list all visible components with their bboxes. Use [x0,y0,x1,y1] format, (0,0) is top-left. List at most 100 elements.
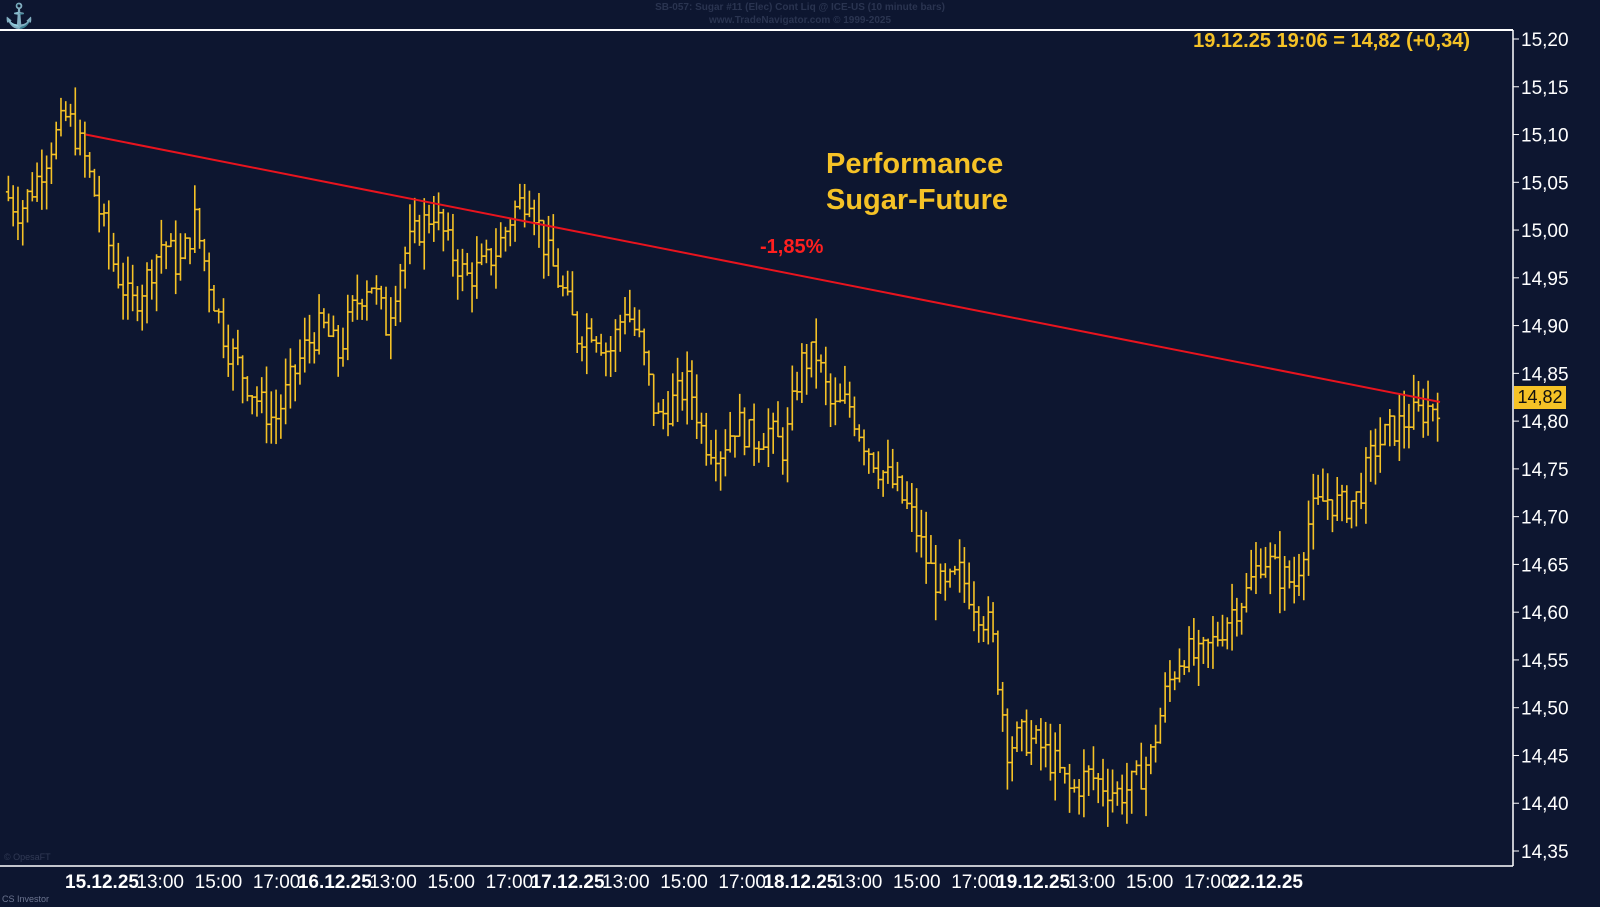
price-bar [780,427,786,475]
price-bar [1143,756,1149,817]
price-bar [770,412,776,454]
price-bar [220,298,226,359]
price-bar [813,318,819,389]
y-tick-label: 14,80 [1521,412,1569,433]
price-bar [550,214,556,267]
price-bar [627,289,633,323]
price-bar [765,408,771,468]
price-bar [1076,779,1082,815]
price-bar [20,200,26,246]
watermark: © OpesaFT [4,852,51,862]
price-bar [636,309,642,338]
price-bar [675,357,681,422]
last-quote-label: 19.12.25 19:06 = 14,82 (+0,34) [1193,30,1470,52]
price-bar [197,207,203,249]
price-bar [789,365,795,431]
price-bar [1420,388,1426,438]
price-bar [1334,476,1340,521]
price-bar [1401,390,1407,449]
price-bar [804,343,810,395]
x-tick-label: 15:00 [660,872,708,893]
price-bar [1133,760,1139,776]
price-bar [971,581,977,632]
price-bar [579,336,585,362]
x-tick-label: 15:00 [893,872,941,893]
price-bar [794,371,800,401]
price-bar [87,152,93,178]
price-bar [1014,721,1020,753]
price-bar [1186,626,1192,673]
price-bar [264,366,270,444]
price-bar [1406,403,1412,449]
price-bar [244,376,250,402]
y-tick-label: 15,05 [1521,173,1569,194]
price-bar [192,185,198,253]
price-bar [254,386,260,417]
price-bar [942,563,948,601]
price-bar [1243,573,1249,613]
y-tick-label: 14,35 [1521,842,1569,863]
price-bar [388,297,394,360]
price-bar [593,336,599,353]
price-bar [933,545,939,621]
price-bar [871,452,877,473]
y-tick-label: 14,70 [1521,508,1569,529]
trendline [85,133,1441,403]
price-bar [225,324,231,377]
price-bar [1215,621,1221,647]
price-bar [742,407,748,456]
price-bar [426,204,432,234]
price-bar [727,411,733,453]
price-bar [393,285,399,326]
price-bar [1009,736,1015,782]
price-bar [1181,660,1187,675]
price-bar [598,333,604,356]
price-bar [259,377,265,414]
x-tick-label: 17:00 [718,872,766,893]
price-bar [1024,709,1030,756]
y-tick-label: 15,00 [1521,221,1569,242]
price-bar [25,189,31,223]
price-bar [1196,629,1202,686]
price-bar [694,374,700,440]
price-bar [91,168,97,197]
y-axis: 15,20 15,15 15,10 15,05 15,00 14,95 14,90 14,85… [1513,30,1569,863]
price-bar [488,248,494,276]
price-bar [1368,430,1374,482]
price-bar [407,204,413,265]
price-bar [522,183,528,228]
price-bar [498,222,504,258]
y-tick-label: 15,15 [1521,78,1569,99]
price-bar [713,429,719,482]
x-tick-label: 13:00 [1068,872,1116,893]
price-bar [479,243,485,266]
price-bar [904,481,910,510]
price-bar [1100,758,1106,807]
price-bar [847,381,853,418]
x-tick-label: 19.12.25 [996,872,1070,893]
price-bar [1157,707,1163,744]
price-bar [512,200,518,242]
price-bars [5,87,1441,827]
price-bar [1200,636,1206,664]
price-bar [111,232,117,272]
y-tick-label: 15,20 [1521,30,1569,51]
price-bar [273,389,279,445]
price-bar [818,354,824,373]
price-bar [1387,408,1393,447]
y-tick-label: 14,40 [1521,794,1569,815]
price-bar [1033,725,1039,744]
price-bar [1425,380,1431,436]
price-bar [48,142,54,184]
price-bar [679,372,685,411]
price-bar [842,365,848,404]
price-bar [421,198,427,270]
price-bar [894,461,900,492]
price-bar [369,287,375,294]
price-bar [756,441,762,463]
price-bar [187,237,193,265]
x-tick-label: 13:00 [835,872,883,893]
price-bar [1430,403,1436,422]
price-bar [464,252,470,276]
price-bar [603,342,609,377]
